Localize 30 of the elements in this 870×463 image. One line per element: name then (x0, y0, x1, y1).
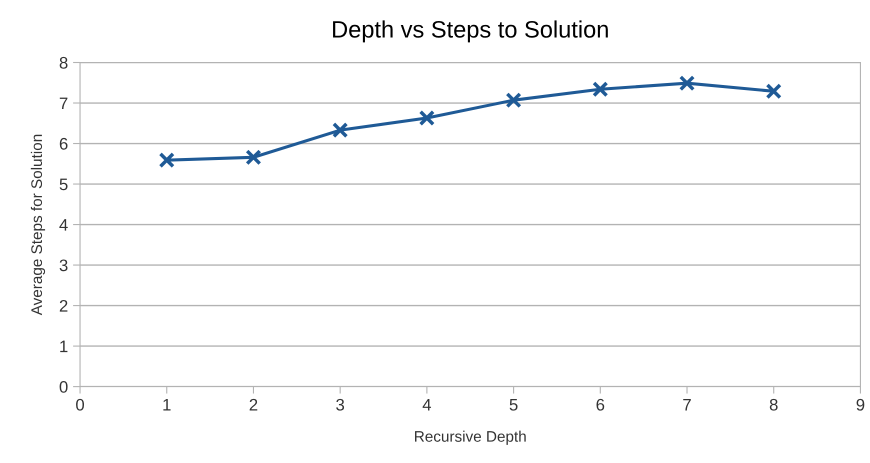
y-tick-label: 3 (60, 259, 68, 272)
y-axis-title: Average Steps for Solution (30, 134, 46, 316)
point (506, 92, 522, 108)
x-tick-label: 9 (856, 398, 864, 411)
x-tick-label: 4 (422, 399, 432, 410)
point (679, 75, 695, 92)
x-tick-label: 3 (336, 398, 344, 411)
point (332, 122, 348, 138)
y-tick-label: 2 (60, 300, 68, 312)
point (766, 83, 782, 100)
y-tick-label: 8 (60, 56, 68, 69)
y-tick-label: 4 (59, 219, 68, 231)
point (592, 81, 608, 98)
point (245, 149, 262, 166)
y-tick-label: 0 (60, 381, 68, 393)
x-axis-title: Recursive Depth (415, 430, 526, 445)
x-tick-label: 1 (163, 399, 171, 410)
x-tick-label: 7 (683, 399, 691, 410)
y-tick-label: 7 (60, 98, 68, 110)
y-tick-label: 1 (60, 340, 68, 352)
point (158, 152, 175, 168)
chart-title: Depth vs Steps to Solution (333, 20, 608, 42)
x-tick-label: 0 (76, 398, 84, 411)
x-tick-label: 2 (250, 398, 258, 410)
y-tick-label: 6 (60, 138, 68, 150)
x-tick-label: 6 (596, 398, 604, 411)
y-tick-label: 5 (60, 178, 68, 190)
x-tick-label: 5 (510, 399, 518, 411)
x-tick-label: 8 (770, 398, 778, 411)
point (418, 110, 435, 126)
